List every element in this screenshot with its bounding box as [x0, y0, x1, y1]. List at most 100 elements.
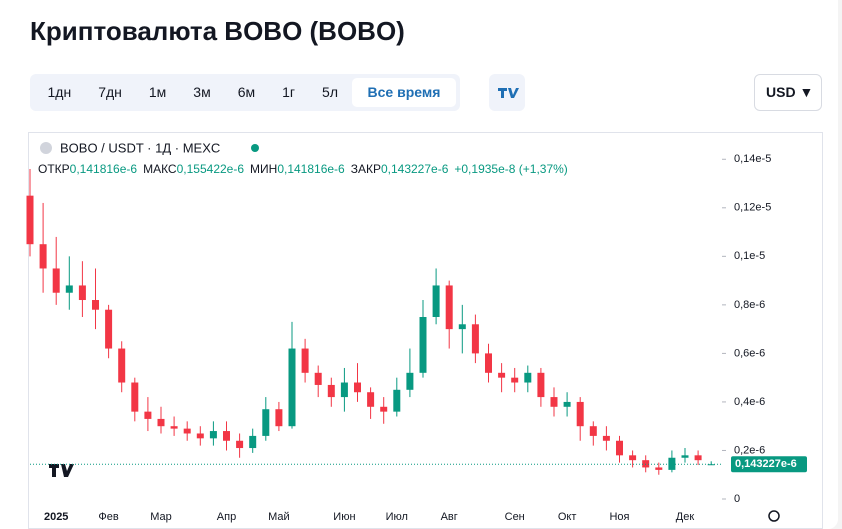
symbol-title: BOBO / USDT · 1Д · MEXC [60, 140, 220, 155]
candle-body [563, 401, 571, 407]
ohlc-label: ЗАКР [351, 162, 381, 176]
y-tick-label: 0 [734, 493, 740, 505]
period-tab[interactable]: 3м [193, 84, 211, 100]
candle-body [327, 384, 335, 398]
x-tick-label: Июл [386, 511, 408, 523]
period-tab[interactable]: 5л [322, 84, 339, 100]
candle-body [524, 372, 532, 383]
candle-body [249, 435, 257, 449]
ohlc-label: МИН [250, 162, 277, 176]
candle-body [485, 353, 492, 373]
candle-body [183, 428, 191, 434]
candle-body [236, 440, 244, 449]
currency-select[interactable]: USD ▼ [754, 74, 822, 111]
candle-body [576, 401, 584, 427]
watermark-logo [49, 464, 74, 477]
candle-body [419, 317, 427, 373]
ohlc-value: 0,155422e-6 [177, 162, 245, 176]
candle-body [262, 409, 270, 436]
y-tick-label: 0,4e-6 [734, 396, 765, 408]
candle-body [589, 426, 597, 436]
candle-body [65, 285, 73, 293]
candle-body [209, 431, 217, 439]
tv-logo [498, 88, 519, 98]
candle-body [367, 392, 375, 407]
ohlc-value: 0,141816e-6 [277, 162, 345, 176]
x-tick-label: Ноя [609, 511, 629, 523]
y-tick-label: 0,6e-6 [734, 347, 765, 359]
x-tick-label: Май [268, 511, 290, 523]
symbol-icon [40, 142, 52, 154]
y-tick-label: 0,12e-5 [734, 202, 771, 214]
candle-body [445, 285, 453, 330]
period-tab[interactable]: 1дн [47, 84, 72, 100]
candle-body [196, 433, 204, 439]
ohlc-legend: ОТКР 0,141816e-6 МАКС 0,155422e-6 МИН 0,14181… [38, 162, 568, 176]
watermark-bg [44, 456, 76, 486]
candle-body [144, 411, 152, 419]
settings-icon[interactable] [768, 510, 780, 522]
price-label: 0,143227e-6 [735, 458, 797, 470]
candle-body [288, 348, 296, 427]
candle-body [537, 372, 545, 398]
candle-body [105, 309, 113, 349]
candle-body [52, 268, 60, 293]
period-tab[interactable]: Все время [351, 78, 457, 107]
candle-body [681, 455, 689, 458]
candle-body [157, 418, 165, 427]
ohlc-change: +0,1935e-8 (+1,37%) [454, 162, 567, 176]
candle-body [406, 372, 414, 390]
candle-body [380, 406, 388, 412]
y-tick-label: 0,2e-6 [734, 444, 765, 456]
candle-body [498, 372, 506, 378]
candle-body [393, 389, 401, 412]
y-tick-label: 0,1e-5 [734, 250, 765, 262]
y-tick-label: 0,8e-6 [734, 299, 765, 311]
period-tab[interactable]: 7дн [98, 84, 122, 100]
y-tick-label: 0,14e-5 [734, 153, 771, 165]
tradingview-button[interactable] [489, 74, 525, 111]
candle-body [602, 435, 610, 441]
ohlc-label: МАКС [143, 162, 177, 176]
price-label-bg [731, 456, 807, 473]
candle-body [432, 285, 440, 317]
x-tick-label: Авг [441, 511, 458, 523]
candle-body [26, 195, 34, 245]
candle-body [458, 324, 466, 330]
x-tick-label: Фев [98, 511, 118, 523]
candle-body [314, 372, 322, 385]
x-tick-label: Сен [505, 511, 525, 523]
candle-body [694, 455, 702, 461]
status-dot [251, 144, 259, 152]
page-title: Криптовалюта BOBO (BOBO) [30, 16, 405, 46]
period-tab[interactable]: 1г [282, 84, 296, 100]
period-tabs: 1дн 7дн 1м 3м 6м 1г 5л Все время [30, 74, 461, 111]
candle-body [354, 382, 361, 393]
ohlc-value: 0,143227e-6 [381, 162, 449, 176]
candle-body [131, 382, 139, 412]
candle-body [616, 440, 623, 456]
candle-body [118, 348, 126, 383]
ohlc-label: ОТКР [38, 162, 70, 176]
period-tab[interactable]: 1м [148, 84, 167, 100]
x-tick-label: Мар [150, 511, 172, 523]
candle-body [550, 397, 558, 407]
x-tick-label: Окт [558, 511, 577, 523]
candle-body [655, 467, 663, 470]
x-tick-label: 2025 [44, 511, 68, 523]
candle-body [340, 382, 348, 398]
ohlc-value: 0,141816e-6 [70, 162, 138, 176]
x-tick-label: Дек [676, 511, 695, 523]
candle-body [170, 426, 178, 429]
period-tab[interactable]: 6м [237, 84, 256, 100]
x-tick-label: Апр [217, 511, 236, 523]
candle-body [511, 377, 519, 383]
tv-watermark [44, 456, 76, 486]
candle-body [92, 300, 99, 310]
candle-body [78, 285, 86, 301]
candle-body [275, 409, 283, 427]
candle-body [39, 244, 47, 269]
